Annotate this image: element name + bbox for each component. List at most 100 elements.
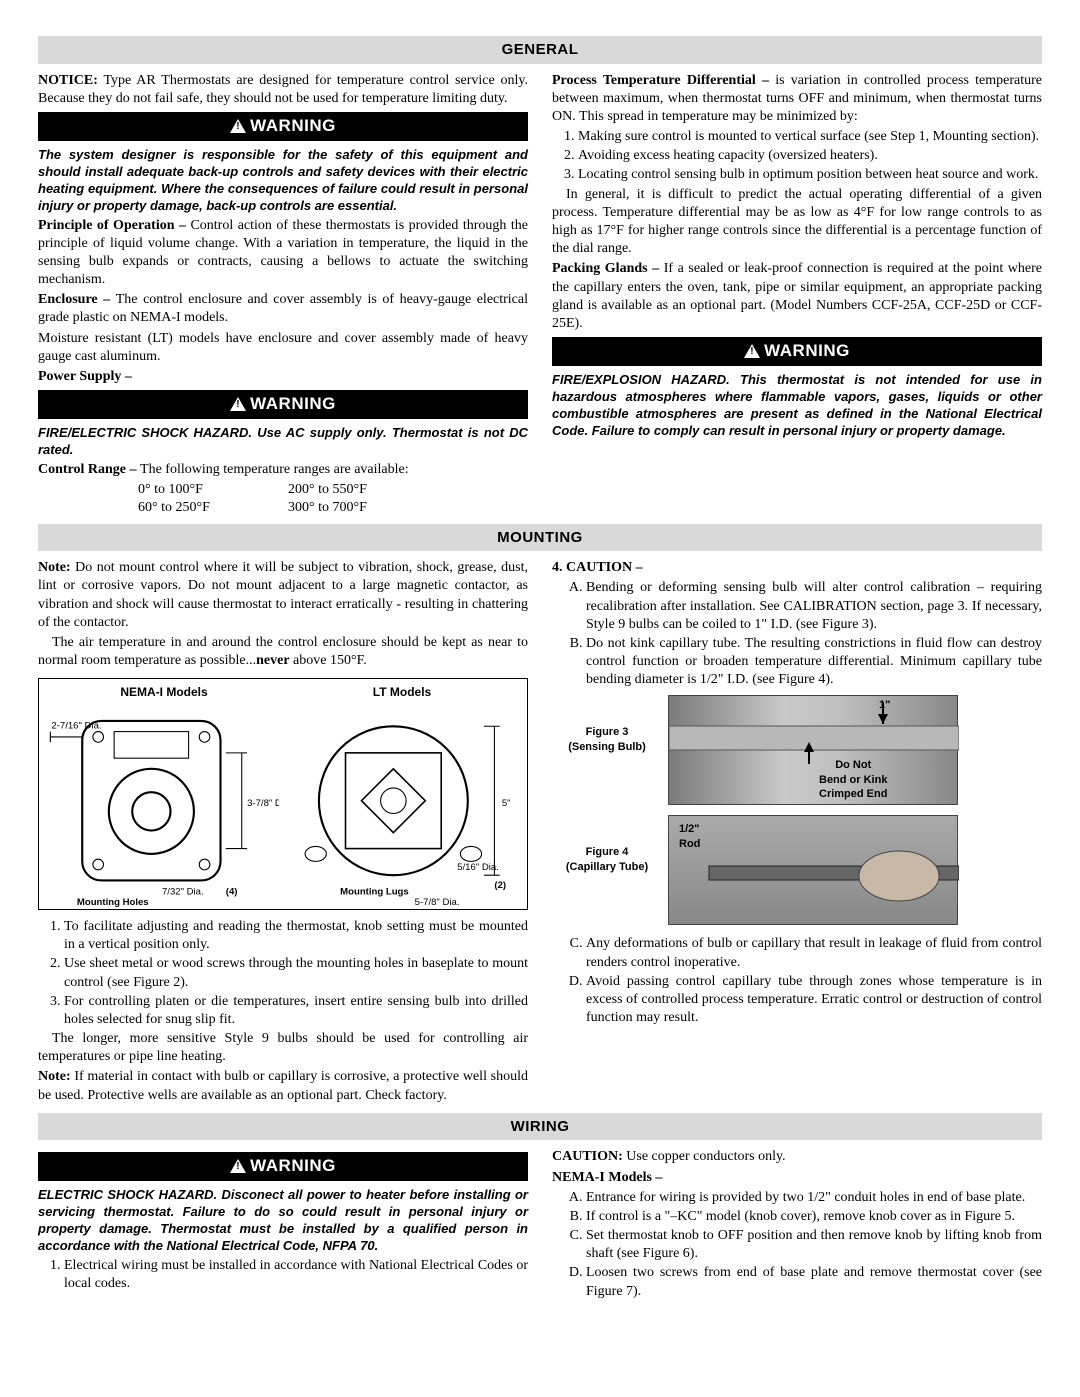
figure-2-titles: NEMA-I Models LT Models [45, 685, 521, 701]
mounting-note: Note: Do not mount control where it will… [38, 559, 528, 632]
notice-text: Type AR Thermostats are designed for tem… [38, 73, 528, 106]
nema-label-b: NEMA-I Models – [552, 1170, 662, 1185]
packing-paragraph: Packing Glands – If a sealed or leak-pro… [552, 260, 1042, 333]
air-2: above 150°F. [290, 653, 367, 668]
ptd-label: Process Temperature Differential – [552, 73, 775, 88]
range-row-0: 0° to 100°F 200° to 550°F [38, 481, 528, 499]
figure-3-photo: 1" Do Not Bend or Kink Crimped End [668, 695, 958, 805]
ptd-list: Making sure control is mounted to vertic… [552, 128, 1042, 185]
mounting-longer: The longer, more sensitive Style 9 bulbs… [38, 1030, 528, 1066]
fig-lt-title: LT Models [283, 685, 521, 701]
section-header-mounting: MOUNTING [38, 524, 1042, 552]
range-row-1: 60° to 250°F 300° to 700°F [38, 499, 528, 517]
warning-1-text: The system designer is responsible for t… [38, 147, 528, 215]
dim-4: (4) [226, 886, 238, 897]
notice-paragraph: NOTICE: Type AR Thermostats are designed… [38, 72, 528, 108]
control-range-line: Control Range – The following temperatur… [38, 461, 528, 479]
ptd-tail: In general, it is difficult to predict t… [552, 186, 1042, 259]
fig4-rod-icon [669, 816, 959, 926]
nema-c: Set thermostat knob to OFF position and … [586, 1227, 1042, 1263]
warning-label: WARNING [250, 115, 336, 137]
mount-item-2: Use sheet metal or wood screws through t… [64, 955, 528, 991]
principle-label: Principle of Operation – [38, 218, 190, 233]
range-0-1: 200° to 550°F [188, 481, 338, 499]
caution-4-label: 4. CAUTION – [552, 559, 1042, 577]
figure-3-label: Figure 3 (Sensing Bulb) [552, 695, 662, 754]
warning-triangle-icon [230, 397, 246, 411]
caution-b: Do not kink capillary tube. The resultin… [586, 635, 1042, 690]
caution-a: Bending or deforming sensing bulb will a… [586, 579, 1042, 634]
caution-4-b: 4. CAUTION – [552, 560, 643, 575]
nema-d: Loosen two screws from end of base plate… [586, 1264, 1042, 1300]
warning-label: WARNING [250, 393, 336, 415]
warning-triangle-icon [230, 119, 246, 133]
figure-4-photo: 1/2" Rod [668, 815, 958, 925]
ptd-item-1: Making sure control is mounted to vertic… [578, 128, 1042, 146]
section-header-wiring: WIRING [38, 1113, 1042, 1141]
wiring-left-col: WARNING ELECTRIC SHOCK HAZARD. Disconect… [38, 1148, 528, 1302]
figure-4-label: Figure 4 (Capillary Tube) [552, 815, 662, 874]
dim-mlugs: Mounting Lugs [340, 886, 409, 897]
mounting-list: To facilitate adjusting and reading the … [38, 918, 528, 1029]
caution-d: Avoid passing control capillary tube thr… [586, 973, 1042, 1028]
mount-item-3: For controlling platen or die temperatur… [64, 993, 528, 1029]
nema-models-label: NEMA-I Models – [552, 1169, 1042, 1187]
mounting-note-text: Do not mount control where it will be su… [38, 560, 528, 630]
mounting-right-col: 4. CAUTION – Bending or deforming sensin… [552, 559, 1042, 1107]
wiring-warn-text: ELECTRIC SHOCK HAZARD. Disconect all pow… [38, 1187, 528, 1255]
control-range-text: The following temperature ranges are ava… [140, 462, 409, 477]
caution-c: Any deformations of bulb or capillary th… [586, 935, 1042, 971]
mounting-note2-label: Note: [38, 1069, 71, 1084]
range-0-0: 0° to 100°F [38, 481, 188, 499]
air-temp-paragraph: The air temperature in and around the co… [38, 634, 528, 670]
air-never: never [256, 653, 289, 668]
dim-516: 5/16" Dia. [457, 862, 499, 873]
wiring-caution-label: CAUTION: [552, 1149, 623, 1164]
notice-label: NOTICE: [38, 73, 98, 88]
range-1-0: 60° to 250°F [38, 499, 188, 517]
warning-bar-1: WARNING [38, 112, 528, 141]
mounting-note2: Note: If material in contact with bulb o… [38, 1068, 528, 1104]
warning-bar-3: WARNING [552, 337, 1042, 366]
wiring-right-col: CAUTION: Use copper conductors only. NEM… [552, 1148, 1042, 1302]
lt-diagram-icon: 5" 5/16" Dia. Mounting Lugs (2) 5-7/8" D… [287, 705, 521, 907]
figure-2-box: NEMA-I Models LT Models 2-7/16" Dia. [38, 678, 528, 910]
figure-4-block: Figure 4 (Capillary Tube) 1/2" Rod [552, 815, 1042, 925]
dim-mholes: Mounting Holes [77, 897, 149, 907]
warning-label: WARNING [250, 1155, 336, 1177]
wiring-item-1: Electrical wiring must be installed in a… [64, 1257, 528, 1293]
wiring-list-1: Electrical wiring must be installed in a… [38, 1257, 528, 1293]
wiring-columns: WARNING ELECTRIC SHOCK HAZARD. Disconect… [38, 1148, 1042, 1302]
dim-5: 5" [502, 798, 511, 809]
dim-378: 3-7/8" Dia. [247, 798, 279, 809]
warning-bar-4: WARNING [38, 1152, 528, 1181]
wiring-caution-text: Use copper conductors only. [623, 1149, 786, 1164]
warning-2-text: FIRE/ELECTRIC SHOCK HAZARD. Use AC suppl… [38, 425, 528, 459]
caution-list-cd: Any deformations of bulb or capillary th… [552, 935, 1042, 1027]
figure-2-diagrams: 2-7/16" Dia. 3-7/8" Dia. 7/32" Dia. (4) … [45, 705, 521, 907]
power-label: Power Supply – [38, 368, 528, 386]
mounting-note-label: Note: [38, 560, 71, 575]
general-left-col: NOTICE: Type AR Thermostats are designed… [38, 72, 528, 518]
wiring-caution-line: CAUTION: Use copper conductors only. [552, 1148, 1042, 1166]
ptd-item-2: Avoiding excess heating capacity (oversi… [578, 147, 1042, 165]
fig3-arrows-icon [669, 696, 959, 806]
enclosure-paragraph: Enclosure – The control enclosure and co… [38, 291, 528, 327]
general-columns: NOTICE: Type AR Thermostats are designed… [38, 72, 1042, 518]
warning-3-text: FIRE/EXPLOSION HAZARD. This thermostat i… [552, 372, 1042, 440]
nema-b: If control is a "–KC" model (knob cover)… [586, 1208, 1042, 1226]
mount-item-1: To facilitate adjusting and reading the … [64, 918, 528, 954]
dim-27-16: 2-7/16" Dia. [51, 720, 101, 731]
figure-3-block: Figure 3 (Sensing Bulb) 1" Do Not Bend o… [552, 695, 1042, 805]
mounting-note2-text: If material in contact with bulb or capi… [38, 1069, 528, 1102]
nema-list: Entrance for wiring is provided by two 1… [552, 1189, 1042, 1301]
ptd-item-3: Locating control sensing bulb in optimum… [578, 166, 1042, 184]
warning-label: WARNING [764, 340, 850, 362]
warning-triangle-icon [230, 1159, 246, 1173]
warning-triangle-icon [744, 344, 760, 358]
caution-list-ab: Bending or deforming sensing bulb will a… [552, 579, 1042, 689]
ptd-paragraph: Process Temperature Differential – is va… [552, 72, 1042, 127]
moisture-text: Moisture resistant (LT) models have encl… [38, 330, 528, 366]
dim-2: (2) [494, 880, 506, 891]
principle-paragraph: Principle of Operation – Control action … [38, 217, 528, 290]
